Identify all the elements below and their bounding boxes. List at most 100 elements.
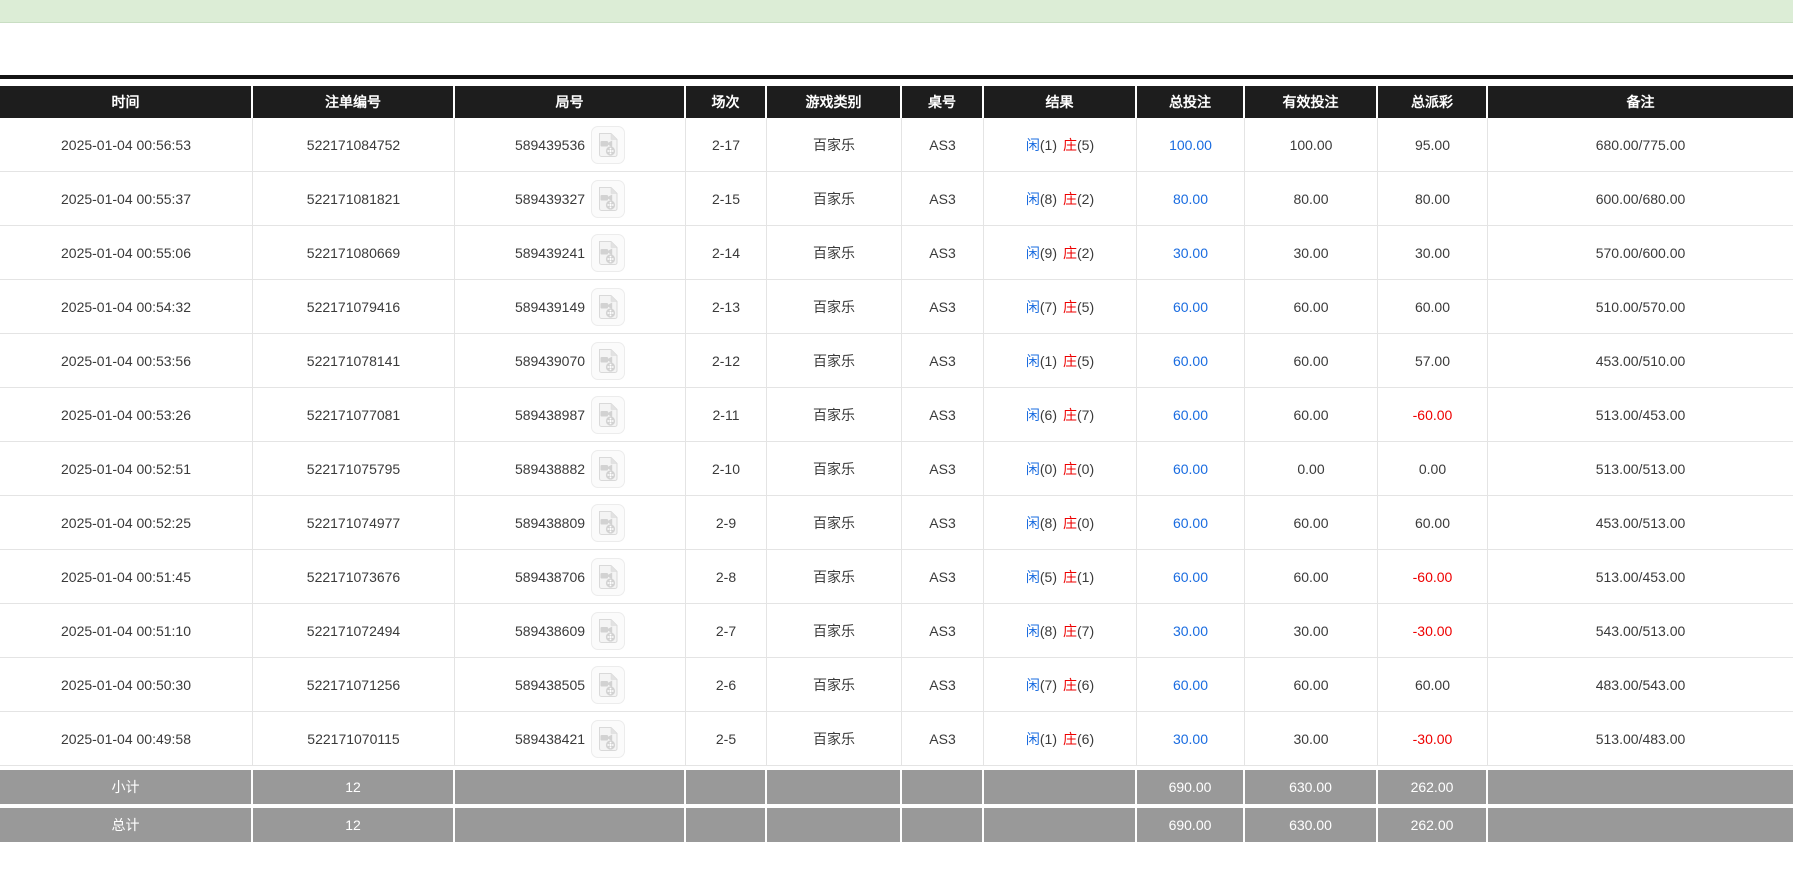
result-banker: 庄 (7)	[1063, 621, 1094, 641]
cell-total-bet: 100.00	[1137, 118, 1245, 171]
cell-table-no: AS3	[902, 280, 984, 333]
video-replay-button[interactable]	[591, 287, 626, 326]
cell-game-type: 百家乐	[767, 442, 902, 495]
round-number: 589438882	[514, 460, 586, 477]
sum-cell-time: 小计	[0, 770, 253, 804]
payout-value: -60.00	[1412, 568, 1453, 585]
video-replay-button[interactable]	[591, 503, 626, 542]
cell-valid-bet: 0.00	[1245, 442, 1378, 495]
cell-game-type: 百家乐	[767, 118, 902, 171]
sum-cell-bet-id: 12	[253, 770, 455, 804]
cell-table-no: AS3	[902, 496, 984, 549]
total-bet-link[interactable]: 60.00	[1172, 514, 1209, 531]
result-banker-label: 庄	[1063, 460, 1077, 477]
sum-cell-result	[984, 808, 1137, 842]
cell-session: 2-7	[686, 604, 767, 657]
cell-session: 2-17	[686, 118, 767, 171]
cell-remark: 513.00/453.00	[1595, 568, 1686, 585]
video-replay-button[interactable]	[591, 449, 626, 488]
cell-game-type: 百家乐	[767, 658, 902, 711]
total-bet-link[interactable]: 60.00	[1172, 676, 1209, 693]
total-bet-link[interactable]: 30.00	[1172, 730, 1209, 747]
payout-value: 95.00	[1414, 136, 1451, 153]
header-col-session: 场次	[686, 86, 767, 118]
cell-bet-id: 522171077081	[253, 388, 455, 441]
top-green-banner	[0, 0, 1793, 23]
payout-value: 80.00	[1414, 190, 1451, 207]
video-replay-button[interactable]	[591, 611, 626, 650]
table-row: 2025-01-04 00:53:26 522171077081 589438987…	[0, 388, 1793, 442]
result-player-score: (0)	[1039, 460, 1057, 477]
total-bet-link[interactable]: 80.00	[1172, 190, 1209, 207]
cell-remark: 513.00/513.00	[1595, 460, 1686, 477]
cell-table-no: AS3	[902, 172, 984, 225]
cell-game-type: 百家乐	[767, 712, 902, 765]
cell-valid-bet: 60.00	[1245, 388, 1378, 441]
cell-round: 589439149	[455, 280, 686, 333]
video-replay-button[interactable]	[591, 233, 626, 272]
round-number: 589438706	[514, 568, 586, 585]
result-player-score: (5)	[1039, 568, 1057, 585]
cell-round: 589438421	[455, 712, 686, 765]
result-player: 闲 (9)	[1026, 243, 1057, 263]
result-banker-label: 庄	[1063, 298, 1077, 315]
cell-time: 2025-01-04 00:56:53	[0, 118, 253, 171]
payout-value: 60.00	[1414, 514, 1451, 531]
cell-valid-bet: 60.00	[1245, 496, 1378, 549]
total-bet-link[interactable]: 60.00	[1172, 406, 1209, 423]
result-player: 闲 (1)	[1026, 351, 1057, 371]
total-bet-link[interactable]: 30.00	[1172, 622, 1209, 639]
cell-table-no: AS3	[902, 712, 984, 765]
result-banker-label: 庄	[1063, 244, 1077, 261]
result-banker-label: 庄	[1063, 136, 1077, 153]
result-player: 闲 (0)	[1026, 459, 1057, 479]
cell-valid-bet: 60.00	[1245, 550, 1378, 603]
cell-game-type: 百家乐	[767, 550, 902, 603]
result-player: 闲 (7)	[1026, 675, 1057, 695]
result-player-label: 闲	[1025, 352, 1040, 369]
payout-value: 57.00	[1414, 352, 1451, 369]
video-replay-button[interactable]	[591, 719, 626, 758]
header-col-result: 结果	[984, 86, 1137, 118]
total-bet-link[interactable]: 60.00	[1172, 460, 1209, 477]
cell-game-type: 百家乐	[767, 172, 902, 225]
video-file-icon	[599, 456, 618, 481]
total-bet-link[interactable]: 60.00	[1172, 568, 1209, 585]
payout-value: 60.00	[1414, 676, 1451, 693]
cell-payout: 30.00	[1378, 226, 1488, 279]
cell-round: 589438706	[455, 550, 686, 603]
result-banker: 庄 (5)	[1063, 135, 1094, 155]
video-replay-button[interactable]	[591, 125, 626, 164]
cell-total-bet: 80.00	[1137, 172, 1245, 225]
video-replay-button[interactable]	[591, 395, 626, 434]
video-replay-button[interactable]	[591, 341, 626, 380]
cell-time: 2025-01-04 00:55:06	[0, 226, 253, 279]
video-replay-button[interactable]	[591, 557, 626, 596]
result-banker-label: 庄	[1063, 190, 1077, 207]
total-bet-link[interactable]: 60.00	[1172, 298, 1209, 315]
sum-cell-total-bet: 690.00	[1137, 770, 1245, 804]
total-bet-link[interactable]: 60.00	[1172, 352, 1209, 369]
cell-round: 589439241	[455, 226, 686, 279]
bet-history-table: 时间 注单编号 局号 场次 游戏类别 桌号 结果 总投注 有效投注 总派彩 备注 2025-01-0…	[0, 75, 1793, 842]
header-col-valid-bet: 有效投注	[1245, 86, 1378, 118]
result-banker-score: (6)	[1077, 730, 1095, 747]
cell-session: 2-12	[686, 334, 767, 387]
sum-cell-total-bet: 690.00	[1137, 808, 1245, 842]
cell-remark: 600.00/680.00	[1595, 190, 1686, 207]
total-bet-link[interactable]: 30.00	[1172, 244, 1209, 261]
total-bet-link[interactable]: 100.00	[1169, 136, 1212, 153]
cell-time: 2025-01-04 00:49:58	[0, 712, 253, 765]
cell-valid-bet: 30.00	[1245, 604, 1378, 657]
video-replay-button[interactable]	[591, 665, 626, 704]
cell-payout: 95.00	[1378, 118, 1488, 171]
result-player-label: 闲	[1025, 406, 1040, 423]
cell-game-type: 百家乐	[767, 280, 902, 333]
result-player-score: (7)	[1039, 676, 1057, 693]
table-top-border	[0, 75, 1793, 79]
header-col-total-bet: 总投注	[1137, 86, 1245, 118]
video-replay-button[interactable]	[591, 179, 626, 218]
cell-remark: 513.00/483.00	[1595, 730, 1686, 747]
total-row: 总计 12 690.00 630.00 262.00	[0, 808, 1793, 842]
cell-result: 闲 (5) 庄 (1)	[984, 550, 1137, 603]
